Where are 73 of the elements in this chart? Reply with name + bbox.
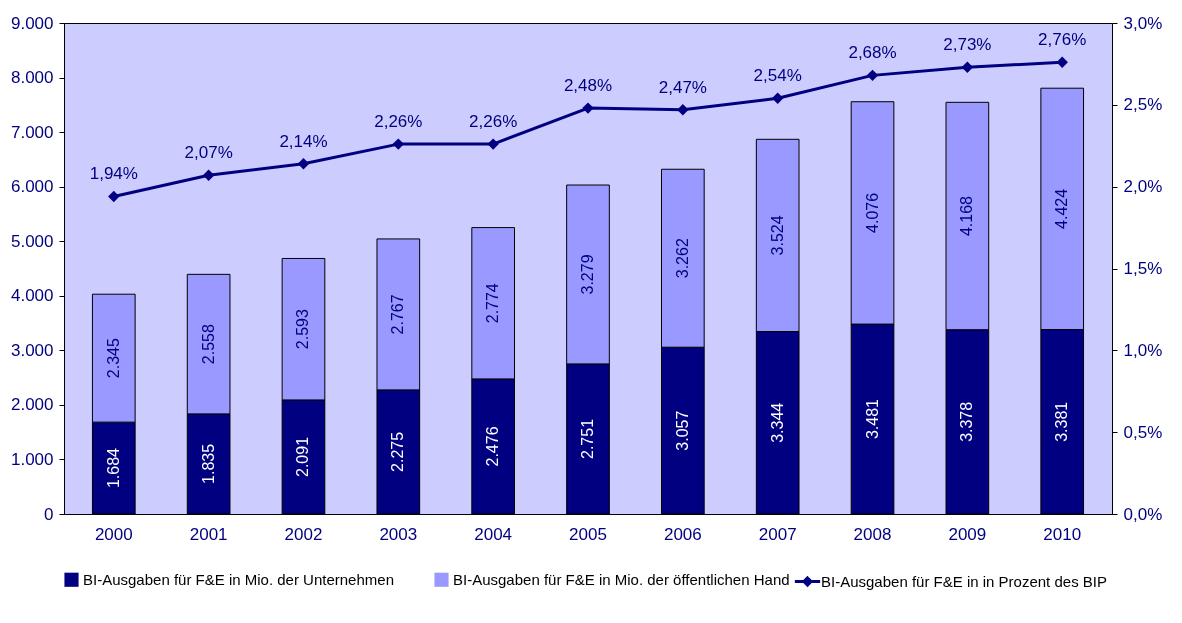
y-tick-label: 9.000 xyxy=(10,13,54,33)
data-label: 4.076 xyxy=(863,192,881,233)
data-label: 2,68% xyxy=(848,43,897,63)
x-tick-label: 2009 xyxy=(948,524,987,544)
data-label: 3.344 xyxy=(768,402,786,443)
y-tick-label: 6.000 xyxy=(10,177,54,197)
x-tick-label: 2003 xyxy=(379,524,418,544)
point xyxy=(487,138,499,150)
data-label: 2.767 xyxy=(389,294,407,335)
data-label: 2,54% xyxy=(753,66,802,86)
x-tick-label: 2005 xyxy=(569,524,607,544)
legend-label: BI-Ausgaben für F&E in in Prozent des BIP xyxy=(821,572,1107,590)
y2-tick-label: 1,5% xyxy=(1123,259,1163,278)
y2-tick-label: 1,0% xyxy=(1123,340,1163,360)
y-tick-label: 0 xyxy=(44,504,54,524)
data-label: 3.524 xyxy=(768,215,786,256)
x-tick-label: 2006 xyxy=(663,524,702,544)
data-label: 2.593 xyxy=(294,309,312,350)
x-tick-label: 2001 xyxy=(189,524,228,544)
data-label: 1.684 xyxy=(104,447,122,489)
y-tick-label: 8.000 xyxy=(10,68,54,88)
x-tick-label: 2007 xyxy=(758,524,797,544)
data-label: 2.751 xyxy=(579,418,596,459)
y2-tick-label: 0,0% xyxy=(1123,504,1163,524)
data-label: 2.275 xyxy=(389,431,407,472)
y-tick-label: 7.000 xyxy=(10,122,54,142)
data-label: 3.279 xyxy=(579,254,596,295)
data-label: 4.168 xyxy=(958,195,976,237)
point xyxy=(1056,56,1068,68)
data-label: 1,94% xyxy=(89,164,138,184)
y-tick-label: 3.000 xyxy=(10,340,54,360)
data-label: 3.262 xyxy=(673,238,691,279)
data-label: 2,07% xyxy=(184,143,233,163)
data-label: 2,26% xyxy=(374,112,423,132)
data-label: 2.476 xyxy=(484,426,502,467)
data-label: 2,14% xyxy=(279,131,328,151)
data-label: 2,76% xyxy=(1038,30,1087,50)
x-tick-label: 2008 xyxy=(853,524,892,544)
point xyxy=(108,190,120,203)
y-tick-label: 4.000 xyxy=(10,286,54,306)
y-tick-label: 2.000 xyxy=(10,395,54,415)
x-tick-label: 2010 xyxy=(1043,524,1082,544)
data-label: 3.481 xyxy=(863,398,881,440)
point xyxy=(202,169,215,181)
legend-label: BI-Ausgaben für F&E in Mio. der öffentlichen Hand xyxy=(453,570,790,588)
y-tick-label: 5.000 xyxy=(10,231,54,251)
data-label: 2,48% xyxy=(563,76,613,96)
x-tick-label: 2000 xyxy=(94,524,133,544)
legend-label: BI-Ausgaben für F&E in Mio. der Unternehmen xyxy=(83,570,394,588)
data-label: 2,26% xyxy=(469,112,518,132)
x-tick-label: 2002 xyxy=(284,524,323,544)
point xyxy=(771,92,784,104)
y2-tick-label: 3,0% xyxy=(1123,13,1163,33)
data-label: 1.835 xyxy=(199,443,217,484)
data-label: 2.558 xyxy=(199,324,217,365)
point xyxy=(582,102,594,114)
data-label: 2,73% xyxy=(943,35,992,55)
data-label: 3.057 xyxy=(673,410,691,451)
x-tick-label: 2004 xyxy=(474,524,513,544)
data-label: 4.424 xyxy=(1053,188,1071,229)
y2-tick-label: 2,5% xyxy=(1123,95,1163,115)
data-label: 2.345 xyxy=(104,338,122,379)
y2-tick-label: 2,0% xyxy=(1123,177,1163,197)
y2-tick-label: 0,5% xyxy=(1123,422,1163,442)
data-label: 2,47% xyxy=(658,77,707,97)
point xyxy=(297,158,310,170)
data-label: 2.091 xyxy=(294,436,312,477)
point xyxy=(866,69,879,82)
y-tick-label: 1.000 xyxy=(10,449,54,469)
data-label: 3.381 xyxy=(1053,401,1071,442)
data-label: 3.378 xyxy=(958,401,976,442)
point xyxy=(677,104,689,116)
data-label: 2.774 xyxy=(484,283,502,324)
